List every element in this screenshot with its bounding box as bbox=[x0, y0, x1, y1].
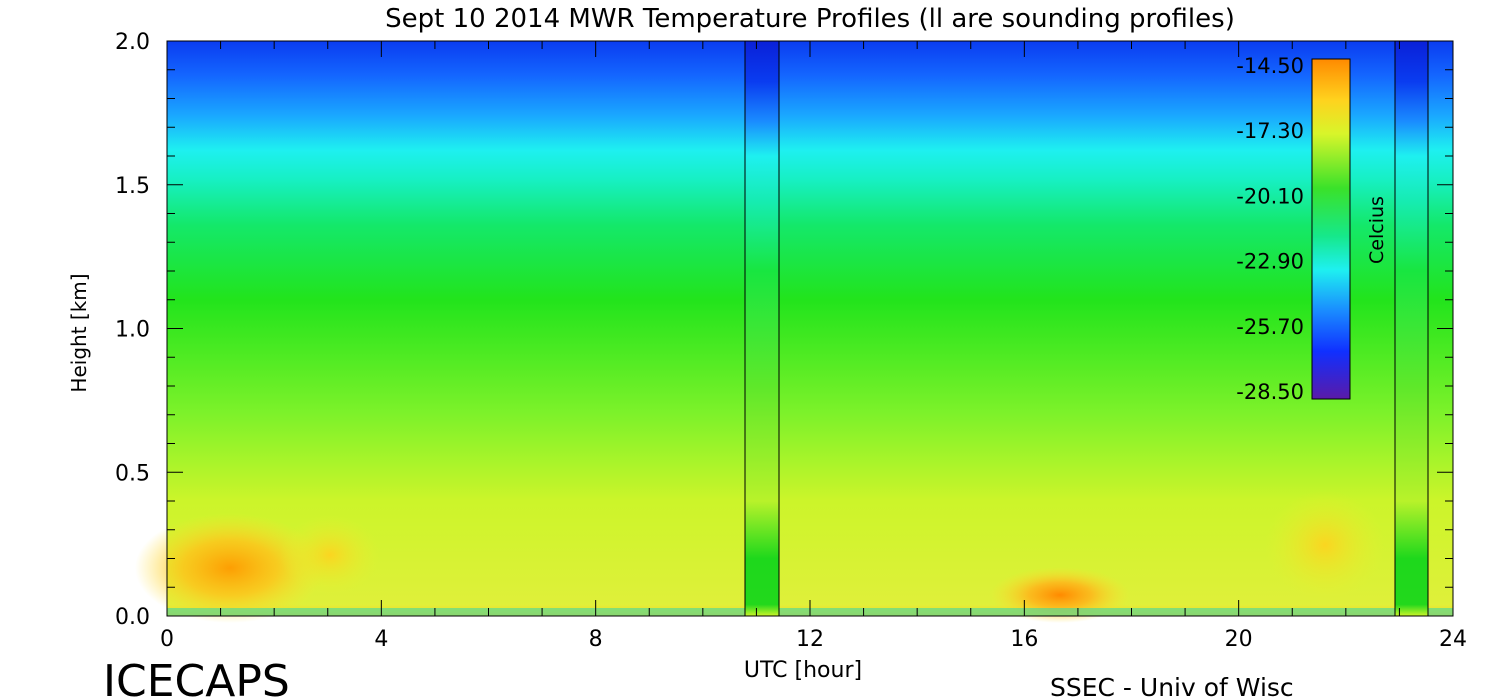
y-axis-ticks: 0.0 0.5 1.0 1.5 2.0 bbox=[115, 30, 1453, 630]
x-axis-label: UTC [hour] bbox=[744, 658, 862, 683]
x-tick-label: 12 bbox=[796, 627, 824, 652]
x-tick-label: 8 bbox=[589, 627, 603, 652]
y-tick-label: 0.5 bbox=[115, 461, 150, 486]
y-tick-label: 0.0 bbox=[115, 605, 150, 630]
y-tick-label: 2.0 bbox=[115, 30, 150, 55]
colorbar-tick-label: -20.10 bbox=[1236, 184, 1304, 208]
chart-title: Sept 10 2014 MWR Temperature Profiles (l… bbox=[385, 4, 1235, 34]
warm-core-21utc bbox=[1265, 490, 1385, 600]
y-tick-label: 1.0 bbox=[115, 318, 150, 343]
warm-core-early bbox=[135, 513, 325, 623]
colorbar-label: Celcius bbox=[1366, 196, 1388, 264]
warm-core-early-2 bbox=[280, 515, 380, 595]
x-tick-label: 24 bbox=[1439, 627, 1467, 652]
colorbar-tick-label: -22.90 bbox=[1236, 250, 1304, 274]
temperature-field bbox=[167, 41, 1453, 616]
x-tick-label: 4 bbox=[374, 627, 388, 652]
sounding-profile-1 bbox=[745, 41, 779, 616]
colorbar-scale bbox=[1311, 58, 1351, 400]
footer-right-credit: SSEC - Univ of Wisc bbox=[1050, 673, 1294, 700]
y-tick-label: 1.5 bbox=[115, 174, 150, 199]
heatmap-field bbox=[135, 41, 1453, 623]
colorbar-tick-label: -25.70 bbox=[1236, 315, 1304, 339]
axes: 0 4 8 12 16 20 24 0.0 0.5 1.0 1.5 2.0 bbox=[115, 30, 1467, 652]
colorbar-tick-label: -17.30 bbox=[1236, 119, 1304, 143]
footer-left-logo-text: ICECAPS bbox=[103, 656, 290, 700]
colorbar-tick-labels: -14.50 -17.30 -20.10 -22.90 -25.70 -28.50 bbox=[1236, 54, 1304, 404]
sounding-profile-2 bbox=[1395, 41, 1428, 616]
x-tick-label: 16 bbox=[1010, 627, 1038, 652]
x-tick-label: 20 bbox=[1225, 627, 1253, 652]
colorbar: Celcius -14.50 -17.30 -20.10 -22.90 -25.70 -2… bbox=[1236, 54, 1388, 404]
colorbar-tick-label: -14.50 bbox=[1236, 54, 1304, 78]
y-axis-label: Height [km] bbox=[67, 273, 91, 392]
colorbar-tick-label: -28.50 bbox=[1236, 380, 1304, 404]
x-axis-ticks: 0 4 8 12 16 20 24 bbox=[160, 41, 1467, 652]
x-tick-label: 0 bbox=[160, 627, 174, 652]
